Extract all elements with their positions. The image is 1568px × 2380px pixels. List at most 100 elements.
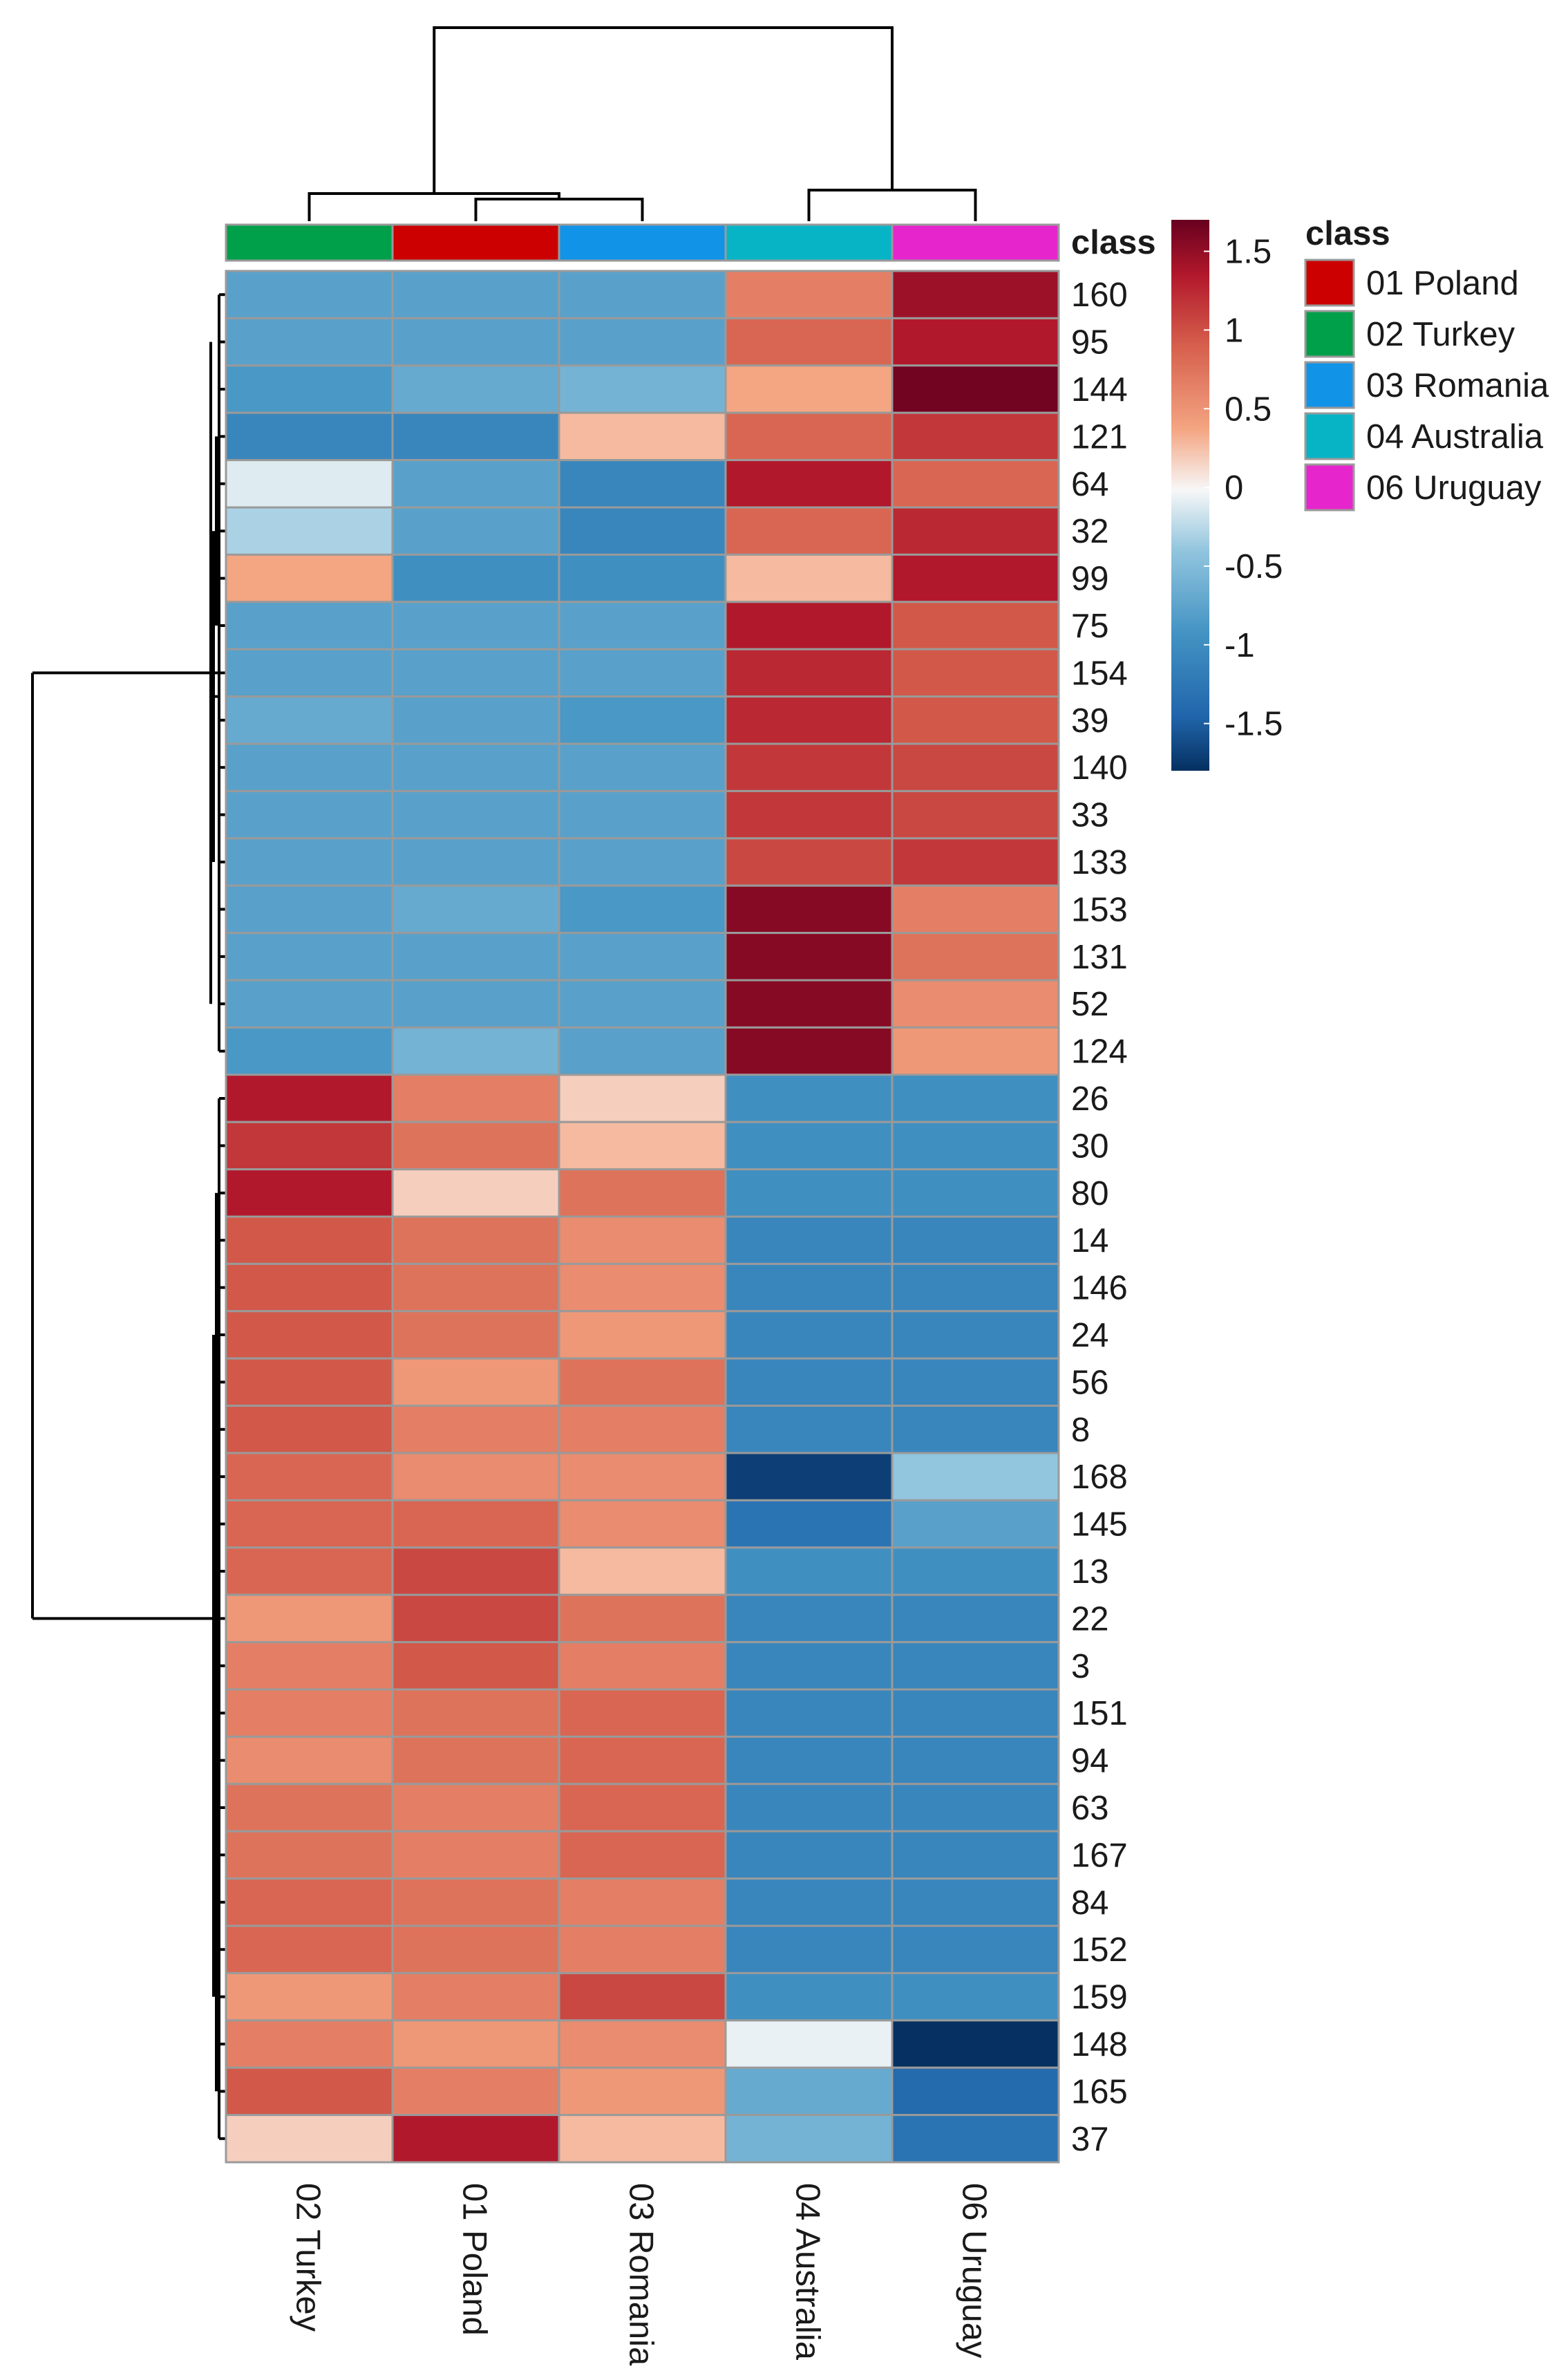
heatmap-cell <box>724 411 894 462</box>
heatmap-cell <box>724 1357 894 1407</box>
heatmap-cell <box>724 1499 894 1549</box>
row-label: 165 <box>1071 2073 1128 2110</box>
heatmap-cell <box>391 2019 560 2069</box>
row-label: 84 <box>1071 1884 1109 1922</box>
color-scale-tick-label: 1 <box>1225 312 1243 349</box>
heatmap-cell <box>391 1357 560 1407</box>
heatmap-cell <box>558 1074 727 1123</box>
class-annotation-cell <box>724 223 894 262</box>
heatmap-cell <box>391 648 560 698</box>
heatmap-cell <box>724 1405 894 1454</box>
heatmap-cell <box>891 1357 1060 1407</box>
class-legend-swatch <box>1304 361 1355 409</box>
heatmap-cell <box>225 601 394 650</box>
heatmap-cell <box>225 1593 394 1644</box>
heatmap-cell <box>724 1688 894 1738</box>
heatmap-cell <box>891 1877 1060 1927</box>
heatmap-cell <box>225 2066 394 2117</box>
heatmap-cell <box>225 459 394 509</box>
heatmap-cell <box>225 1452 394 1501</box>
heatmap-cell <box>558 1026 727 1076</box>
heatmap-cell <box>891 979 1060 1029</box>
color-scale-tick-label: -0.5 <box>1225 548 1283 585</box>
row-label: 95 <box>1071 324 1109 362</box>
heatmap-cell <box>891 648 1060 698</box>
heatmap-cell <box>558 695 727 745</box>
color-scale-tick-label: -1.5 <box>1225 706 1283 743</box>
heatmap-cell <box>724 553 894 603</box>
class-legend-swatch <box>1304 463 1355 512</box>
heatmap-cell <box>891 1688 1060 1738</box>
heatmap-cell <box>558 411 727 462</box>
row-label: 13 <box>1071 1553 1109 1591</box>
row-label: 37 <box>1071 2121 1109 2158</box>
heatmap-cell <box>391 1593 560 1644</box>
heatmap-cell <box>225 2114 394 2164</box>
heatmap-cell <box>891 1452 1060 1501</box>
heatmap-cell <box>391 317 560 367</box>
row-label: 154 <box>1071 655 1128 692</box>
heatmap-cell <box>558 789 727 840</box>
column-dendrogram-branch <box>433 26 894 194</box>
heatmap-cell <box>891 789 1060 840</box>
heatmap-cell <box>891 1830 1060 1880</box>
heatmap-cell <box>225 837 394 887</box>
heatmap-cell <box>891 1924 1060 1974</box>
column-label: 03 Romania <box>623 2183 660 2366</box>
heatmap-cell <box>391 1546 560 1596</box>
heatmap-cell <box>558 1405 727 1454</box>
heatmap-cell <box>225 1026 394 1076</box>
heatmap-cell <box>391 1924 560 1974</box>
heatmap-cell <box>891 1121 1060 1171</box>
heatmap-cell <box>724 1735 894 1786</box>
row-dendrogram <box>31 293 226 2140</box>
heatmap-cell <box>391 1452 560 1501</box>
row-label: 52 <box>1071 986 1109 1023</box>
row-label: 159 <box>1071 1979 1128 2016</box>
heatmap-cell <box>558 1783 727 1833</box>
heatmap-cell <box>225 932 394 982</box>
class-legend-title: class <box>1305 215 1390 252</box>
heatmap-cell <box>558 1641 727 1691</box>
heatmap-cell <box>558 2114 727 2164</box>
color-scale-bar <box>1171 220 1209 771</box>
heatmap-cell <box>391 601 560 650</box>
heatmap-cell <box>391 1783 560 1833</box>
class-annotation-bar <box>225 223 1060 262</box>
heatmap-cell <box>891 459 1060 509</box>
row-label: 133 <box>1071 844 1128 881</box>
row-label: 160 <box>1071 277 1128 314</box>
heatmap-cell <box>391 1405 560 1454</box>
heatmap-cell <box>891 317 1060 367</box>
heatmap-cell <box>391 1074 560 1123</box>
heatmap-cell <box>391 2114 560 2164</box>
heatmap-cell <box>724 2066 894 2117</box>
row-label: 56 <box>1071 1364 1109 1401</box>
heatmap-cell <box>225 742 394 792</box>
heatmap-cell <box>891 1262 1060 1313</box>
row-label: 121 <box>1071 418 1128 456</box>
heatmap-cell <box>724 1168 894 1218</box>
heatmap-cell <box>724 1924 894 1974</box>
heatmap-cell <box>724 2114 894 2164</box>
heatmap-cell <box>558 1215 727 1265</box>
heatmap-cell <box>225 2019 394 2069</box>
heatmap-cell <box>558 1877 727 1927</box>
heatmap-cell <box>891 932 1060 982</box>
heatmap-cell <box>391 270 560 319</box>
heatmap-cell <box>558 364 727 414</box>
heatmap-cell <box>391 1735 560 1786</box>
heatmap-cell <box>225 1971 394 2022</box>
row-labels: 1609514412164329975154391403313315313152… <box>1071 277 1128 2158</box>
heatmap-cell <box>225 1357 394 1407</box>
heatmap-cell <box>724 1783 894 1833</box>
color-scale-legend: 1.5 1 0.5 0 -0.5 -1 -1.5 <box>1171 220 1283 771</box>
row-label: 152 <box>1071 1931 1128 1969</box>
heatmap-cell <box>558 648 727 698</box>
heatmap-cell <box>724 884 894 935</box>
color-scale-tick-label: 1.5 <box>1225 234 1272 271</box>
heatmap-cell <box>225 411 394 462</box>
heatmap-cell <box>891 601 1060 650</box>
row-label: 63 <box>1071 1790 1109 1827</box>
row-label: 22 <box>1071 1600 1109 1638</box>
